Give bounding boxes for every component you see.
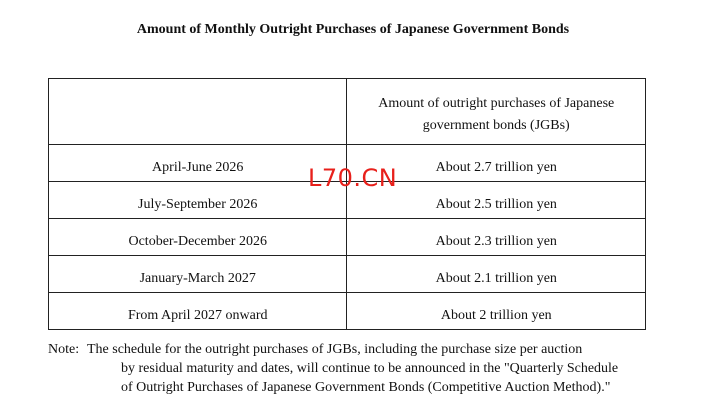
footnote: Note: The schedule for the outright purc… bbox=[48, 340, 668, 397]
amount-cell: About 2.3 trillion yen bbox=[346, 218, 646, 256]
note-line: by residual maturity and dates, will con… bbox=[121, 361, 619, 376]
note-line: of Outright Purchases of Japanese Govern… bbox=[121, 380, 611, 395]
amount-cell: About 2.7 trillion yen bbox=[346, 144, 646, 182]
purchase-schedule-table: Amount of outright purchases of Japanese… bbox=[47, 78, 646, 330]
table-row: October-December 2026 About 2.3 trillion… bbox=[47, 218, 646, 256]
period-cell: April-June 2026 bbox=[47, 144, 348, 182]
period-cell: From April 2027 onward bbox=[47, 292, 348, 330]
note-label: Note: bbox=[48, 342, 80, 357]
table-row: From April 2027 onward About 2 trillion … bbox=[47, 292, 646, 330]
period-cell: January-March 2027 bbox=[47, 255, 348, 293]
amount-header-line2: government bonds (JGBs) bbox=[422, 117, 570, 133]
amount-header-cell: Amount of outright purchases of Japanese… bbox=[346, 78, 646, 145]
table-row: January-March 2027 About 2.1 trillion ye… bbox=[47, 255, 646, 293]
table-header-row: Amount of outright purchases of Japanese… bbox=[47, 78, 646, 145]
period-cell: July-September 2026 bbox=[47, 181, 348, 219]
document-title: Amount of Monthly Outright Purchases of … bbox=[136, 22, 570, 37]
note-body: The schedule for the outright purchases … bbox=[87, 340, 668, 397]
amount-header-line1: Amount of outright purchases of Japanese bbox=[378, 95, 615, 111]
amount-cell: About 2.5 trillion yen bbox=[346, 181, 646, 219]
amount-cell: About 2.1 trillion yen bbox=[346, 255, 646, 293]
table-row: April-June 2026 About 2.7 trillion yen bbox=[47, 144, 646, 182]
note-line: The schedule for the outright purchases … bbox=[87, 342, 583, 357]
table-row: July-September 2026 About 2.5 trillion y… bbox=[47, 181, 646, 219]
period-header-cell bbox=[47, 78, 348, 145]
amount-cell: About 2 trillion yen bbox=[346, 292, 646, 330]
period-cell: October-December 2026 bbox=[47, 218, 348, 256]
